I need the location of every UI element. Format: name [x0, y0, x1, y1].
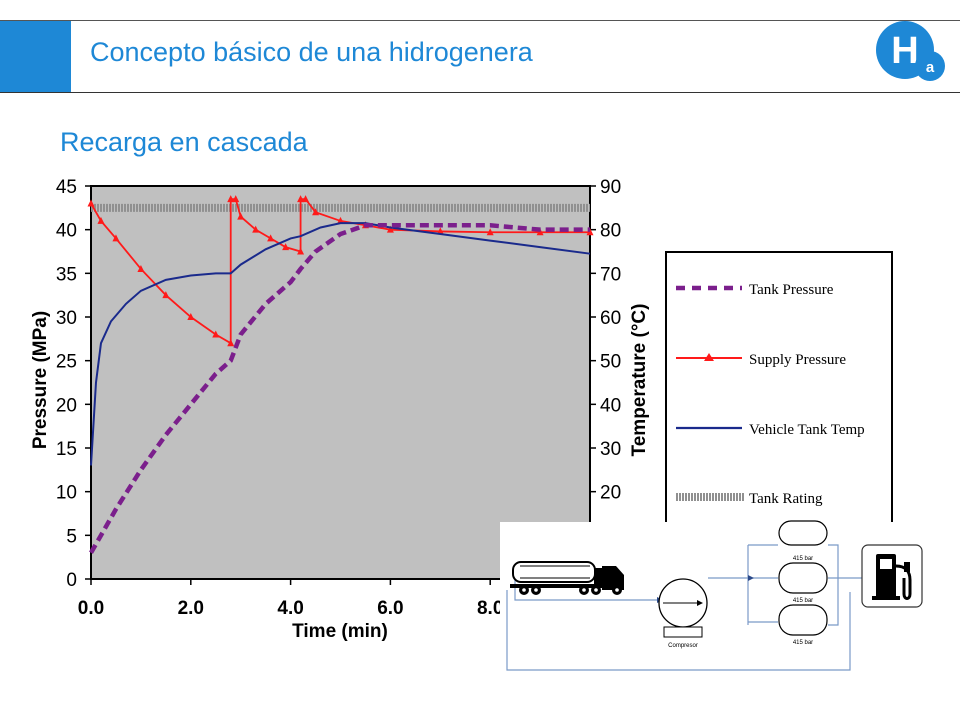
- tube-trailer-truck-icon: [510, 561, 624, 595]
- compressor-label: Compresor: [668, 643, 698, 649]
- storage-cylinder-1: [778, 520, 828, 546]
- fuel-dispenser-icon: [861, 544, 923, 608]
- storage-cylinders: [778, 520, 828, 636]
- y2-tick-label: 70: [600, 264, 621, 285]
- supply-pressure-point: [212, 330, 220, 338]
- header-top-line: [0, 20, 960, 21]
- pipe-return-loop: [506, 590, 851, 671]
- y2-tick-label: 20: [600, 483, 621, 504]
- y-tick-label: 0: [66, 570, 77, 591]
- y-tick-label: 30: [56, 308, 77, 329]
- supply-pressure-point: [227, 339, 235, 347]
- supply-pressure-point: [97, 216, 105, 224]
- supply-pressure-point: [227, 195, 235, 203]
- y2-tick-label: 40: [600, 395, 621, 416]
- y-tick-label: 10: [56, 483, 77, 504]
- legend-marker-supply: [704, 353, 714, 361]
- supply-pressure-point: [237, 212, 245, 220]
- pipe-manifold-out: [828, 544, 839, 626]
- compressor-icon: [658, 578, 708, 638]
- logo-subscript: a: [926, 59, 935, 76]
- supply-pressure-point: [267, 234, 275, 242]
- page-title: Concepto básico de una hidrogenera: [90, 37, 533, 67]
- legend-label: Tank Rating: [749, 491, 823, 507]
- y2-tick-label: 80: [600, 221, 621, 242]
- supply-pressure-point: [252, 225, 260, 233]
- storage-label-2: 415 bar: [793, 598, 813, 604]
- y-tick-label: 40: [56, 221, 77, 242]
- x-tick-label: 2.0: [178, 598, 204, 619]
- diagram-background: [500, 522, 925, 697]
- supply-pressure-point: [486, 228, 494, 236]
- legend-label: Tank Pressure: [749, 282, 834, 298]
- supply-pressure-point: [87, 199, 95, 207]
- supply-pressure-point: [297, 195, 305, 203]
- supply-pressure-point: [232, 195, 240, 203]
- x-axis-label: Time (min): [292, 621, 388, 642]
- y-tick-label: 20: [56, 395, 77, 416]
- section-subtitle: Recarga en cascada: [60, 127, 308, 157]
- storage-label-3: 415 bar: [793, 640, 813, 646]
- storage-cylinder-2: [778, 562, 828, 594]
- storage-cylinder-3: [778, 604, 828, 636]
- header-accent-block: [0, 21, 71, 92]
- supply-pressure-point: [187, 313, 195, 320]
- supply-pressure-point: [112, 234, 120, 242]
- supply-pressure-point: [436, 227, 444, 235]
- y-axis-label: Pressure (MPa): [30, 311, 51, 449]
- x-tick-label: 4.0: [277, 598, 303, 619]
- x-tick-label: 6.0: [377, 598, 403, 619]
- y-tick-label: 5: [66, 526, 77, 547]
- supply-pressure-point: [302, 195, 310, 203]
- y-tick-label: 25: [56, 352, 77, 373]
- y2-tick-label: 90: [600, 177, 621, 198]
- x-tick-label: 0.0: [78, 598, 104, 619]
- supply-pressure-point: [162, 291, 170, 299]
- y2-axis-label: Temperature (°C): [629, 304, 650, 457]
- y-tick-label: 35: [56, 264, 77, 285]
- logo-letter: H: [891, 30, 918, 72]
- logo-icon: H a: [876, 21, 945, 81]
- supply-pressure-point: [312, 208, 320, 216]
- y2-tick-label: 60: [600, 308, 621, 329]
- supply-pressure-point: [386, 225, 394, 233]
- supply-pressure-point: [282, 243, 290, 251]
- supply-pressure-point: [137, 264, 145, 272]
- supply-pressure-point: [297, 247, 305, 255]
- y2-tick-label: 30: [600, 439, 621, 460]
- y-tick-label: 45: [56, 177, 77, 198]
- y-tick-label: 15: [56, 439, 77, 460]
- x-tick-label: 8.0: [477, 598, 503, 619]
- storage-label-1: 415 bar: [793, 556, 813, 562]
- series-vehicle-tank-temp: [90, 222, 591, 466]
- y2-tick-label: 50: [600, 352, 621, 373]
- series-tank-pressure: [89, 223, 590, 554]
- legend-label: Supply Pressure: [749, 352, 846, 368]
- header-bottom-line: [0, 92, 960, 93]
- plot-area: [90, 185, 591, 580]
- legend-label: Vehicle Tank Temp: [749, 422, 865, 438]
